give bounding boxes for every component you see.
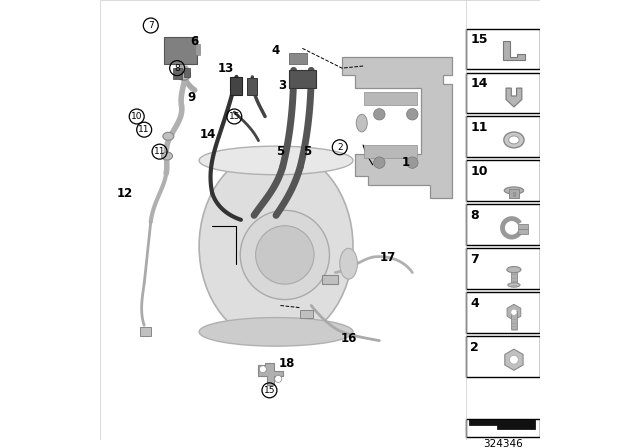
Bar <box>100 0 466 439</box>
Text: 3: 3 <box>278 79 287 92</box>
Bar <box>289 53 307 64</box>
Bar <box>466 160 540 201</box>
Bar <box>164 37 197 64</box>
Polygon shape <box>503 41 525 60</box>
Text: 14: 14 <box>200 128 216 141</box>
Bar <box>466 336 540 377</box>
Bar <box>466 419 540 437</box>
Text: 7: 7 <box>470 253 479 266</box>
Text: 324346: 324346 <box>483 439 523 448</box>
Ellipse shape <box>177 69 190 80</box>
Text: 13: 13 <box>218 62 234 75</box>
Bar <box>364 92 417 105</box>
Text: 17: 17 <box>380 250 396 263</box>
Polygon shape <box>507 304 521 320</box>
Bar <box>466 73 540 113</box>
Bar <box>300 310 314 318</box>
Text: 15: 15 <box>470 33 488 46</box>
Bar <box>518 229 528 234</box>
Text: 11: 11 <box>138 125 150 134</box>
Ellipse shape <box>509 136 519 144</box>
Bar <box>248 78 257 95</box>
Polygon shape <box>505 349 523 370</box>
Text: 18: 18 <box>279 358 295 370</box>
Bar <box>509 189 519 198</box>
Circle shape <box>259 366 266 373</box>
Bar <box>466 116 540 157</box>
Polygon shape <box>342 57 452 198</box>
Ellipse shape <box>356 114 367 132</box>
Ellipse shape <box>199 318 353 346</box>
Bar <box>195 44 200 55</box>
Text: 11: 11 <box>154 147 165 156</box>
Bar <box>173 68 182 79</box>
Circle shape <box>275 375 282 383</box>
Text: 11: 11 <box>470 121 488 134</box>
Bar <box>184 68 190 77</box>
Bar <box>511 311 517 329</box>
Circle shape <box>255 226 314 284</box>
Circle shape <box>374 157 385 168</box>
Ellipse shape <box>163 132 174 140</box>
Text: 4: 4 <box>470 297 479 310</box>
Circle shape <box>406 157 418 168</box>
Text: 2: 2 <box>337 143 342 152</box>
Text: 6: 6 <box>191 35 199 48</box>
Text: 8: 8 <box>174 64 180 73</box>
Text: 8: 8 <box>470 209 479 222</box>
Circle shape <box>511 309 517 315</box>
Ellipse shape <box>199 150 353 343</box>
Ellipse shape <box>199 146 353 175</box>
Ellipse shape <box>161 152 173 160</box>
Ellipse shape <box>508 283 520 287</box>
Text: 1: 1 <box>402 156 410 169</box>
Text: 5: 5 <box>276 145 285 158</box>
Text: 10: 10 <box>131 112 143 121</box>
Polygon shape <box>506 88 522 107</box>
Text: 7: 7 <box>148 21 154 30</box>
Text: 10: 10 <box>470 165 488 178</box>
Text: 12: 12 <box>116 187 132 200</box>
Polygon shape <box>470 419 536 429</box>
Bar <box>364 145 417 158</box>
Bar <box>140 327 151 336</box>
Ellipse shape <box>504 187 524 194</box>
Circle shape <box>406 108 418 120</box>
Bar <box>466 29 540 69</box>
Bar <box>230 77 242 95</box>
Bar <box>518 224 528 229</box>
Circle shape <box>509 355 518 364</box>
Text: 16: 16 <box>340 332 356 345</box>
Circle shape <box>240 210 330 300</box>
Bar <box>322 275 337 284</box>
Bar <box>511 267 517 286</box>
Ellipse shape <box>340 248 357 279</box>
Circle shape <box>374 108 385 120</box>
Text: 14: 14 <box>470 77 488 90</box>
Ellipse shape <box>504 132 524 148</box>
Bar <box>289 70 316 88</box>
Text: 15: 15 <box>264 386 275 395</box>
Text: 15: 15 <box>228 112 240 121</box>
Text: 9: 9 <box>188 91 196 104</box>
Bar <box>466 292 540 333</box>
Text: 2: 2 <box>470 340 479 353</box>
Ellipse shape <box>507 267 521 273</box>
Text: 5: 5 <box>303 145 311 158</box>
Text: 4: 4 <box>272 44 280 57</box>
Bar <box>513 192 515 196</box>
Polygon shape <box>259 362 283 384</box>
Bar <box>466 204 540 245</box>
Bar <box>466 248 540 289</box>
